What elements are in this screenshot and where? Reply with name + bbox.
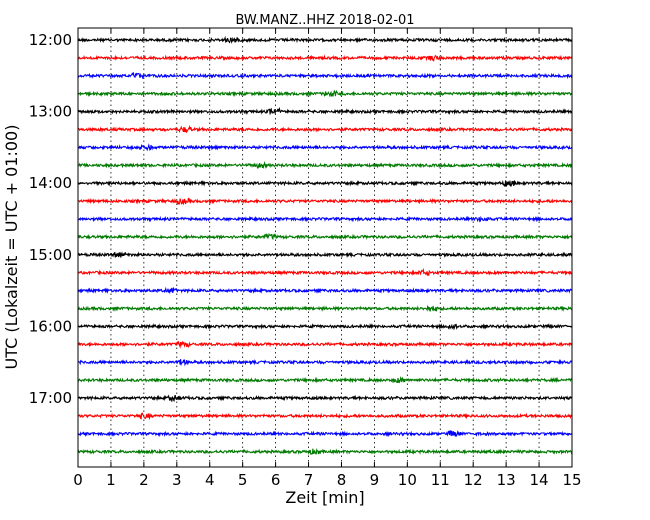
seismogram-trace (77, 232, 573, 241)
y-tick-label: 12:00 (29, 31, 72, 49)
x-grid (110, 28, 540, 467)
x-tick-label: 13 (497, 471, 516, 489)
x-tick-label: 9 (370, 471, 380, 489)
seismogram-trace (77, 447, 573, 455)
seismogram-trace (77, 286, 573, 295)
seismogram-trace (77, 429, 573, 438)
plot-frame (77, 27, 573, 468)
x-tick-label: 0 (73, 471, 83, 489)
seismogram-trace (77, 358, 573, 367)
y-tick-label: 13:00 (29, 103, 72, 121)
seismogram-trace (78, 340, 573, 349)
seismogram-trace (77, 304, 573, 313)
chart-title: BW.MANZ..HHZ 2018-02-01 (235, 13, 414, 28)
seismogram-trace (77, 375, 573, 384)
seismogram-trace (77, 71, 573, 80)
y-axis-ticks: 12:00 13:00 14:00 15:00 16:00 17:00 (29, 31, 572, 407)
x-tick-label: 10 (398, 471, 417, 489)
seismogram-trace (77, 54, 573, 63)
seismogram-trace (77, 35, 573, 44)
x-tick-label: 4 (205, 471, 215, 489)
seismogram-trace (77, 106, 573, 115)
seismogram-trace (77, 215, 573, 223)
seismogram-trace (77, 160, 573, 170)
x-tick-label: 5 (238, 471, 248, 489)
x-tick-label: 11 (431, 471, 450, 489)
y-tick-label: 14:00 (29, 174, 72, 192)
x-tick-label: 1 (106, 471, 116, 489)
x-tick-label: 3 (172, 471, 182, 489)
seismogram-trace (77, 412, 573, 421)
seismogram-traces (77, 35, 573, 455)
x-axis-ticks: 0 1 2 3 4 5 6 7 8 9 10 11 12 13 14 15 (73, 28, 582, 489)
x-axis-label: Zeit [min] (285, 488, 364, 507)
seismogram-trace (77, 322, 573, 331)
x-tick-label: 7 (304, 471, 314, 489)
seismogram-trace (77, 124, 573, 134)
seismogram-trace (77, 197, 573, 206)
seismogram-trace (77, 267, 573, 277)
x-tick-label: 14 (530, 471, 549, 489)
seismogram-trace (77, 394, 573, 403)
seismogram-trace (77, 143, 573, 152)
y-tick-label: 16:00 (29, 317, 72, 335)
seismogram-trace (77, 251, 573, 259)
y-tick-label: 17:00 (29, 389, 72, 407)
y-tick-label: 15:00 (29, 246, 72, 264)
x-tick-label: 8 (337, 471, 347, 489)
x-tick-label: 12 (464, 471, 483, 489)
seismogram-trace (77, 179, 573, 187)
x-tick-label: 6 (271, 471, 281, 489)
seismogram-trace (77, 89, 573, 98)
x-tick-label: 2 (139, 471, 149, 489)
x-tick-label: 15 (562, 471, 581, 489)
y-axis-label: UTC (Lokalzeit = UTC + 01:00) (2, 125, 21, 370)
